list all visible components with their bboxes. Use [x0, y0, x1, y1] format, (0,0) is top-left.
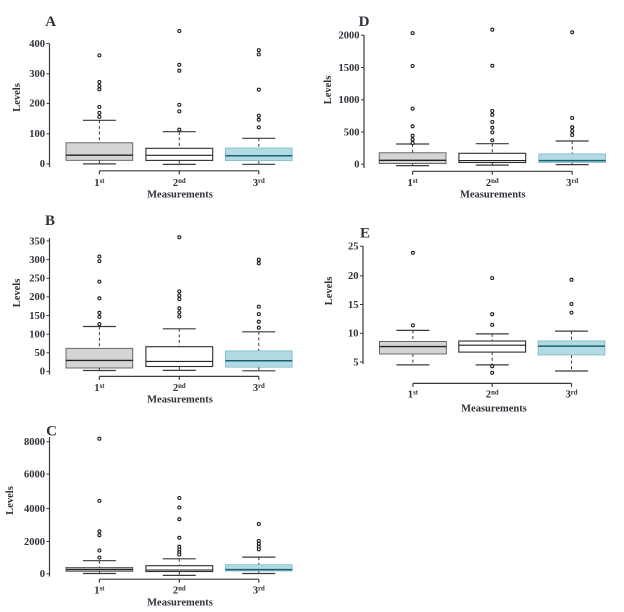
- svg-text:100: 100: [29, 129, 45, 140]
- svg-text:10: 10: [348, 329, 359, 340]
- svg-text:2nd: 2nd: [173, 383, 186, 394]
- svg-text:Levels: Levels: [5, 486, 16, 515]
- svg-text:2000: 2000: [24, 537, 45, 548]
- svg-text:Measurements: Measurements: [147, 189, 213, 200]
- svg-text:3rd: 3rd: [253, 178, 265, 189]
- svg-text:20: 20: [348, 271, 359, 282]
- svg-text:Measurements: Measurements: [460, 190, 526, 201]
- svg-text:Levels: Levels: [12, 83, 23, 112]
- svg-text:3rd: 3rd: [566, 178, 578, 189]
- svg-text:2nd: 2nd: [173, 178, 186, 189]
- svg-text:1st: 1st: [94, 178, 105, 189]
- svg-text:Levels: Levels: [12, 279, 23, 308]
- svg-text:350: 350: [29, 236, 45, 247]
- svg-text:6000: 6000: [24, 469, 45, 480]
- svg-text:250: 250: [29, 274, 45, 285]
- svg-text:C: C: [46, 424, 57, 440]
- svg-text:1st: 1st: [94, 383, 105, 394]
- svg-text:500: 500: [344, 127, 360, 138]
- svg-text:15: 15: [348, 300, 359, 311]
- svg-text:0: 0: [354, 160, 359, 171]
- svg-text:1st: 1st: [407, 178, 418, 189]
- svg-text:3rd: 3rd: [253, 383, 265, 394]
- svg-text:200: 200: [29, 99, 45, 110]
- svg-text:Measurements: Measurements: [461, 404, 527, 415]
- svg-text:4000: 4000: [24, 504, 45, 515]
- svg-text:300: 300: [29, 69, 45, 80]
- svg-text:2nd: 2nd: [173, 585, 186, 596]
- svg-text:300: 300: [29, 255, 45, 266]
- svg-text:0: 0: [40, 159, 45, 170]
- svg-text:400: 400: [29, 39, 45, 50]
- svg-text:25: 25: [348, 242, 359, 253]
- svg-text:E: E: [360, 226, 370, 242]
- svg-text:200: 200: [29, 292, 45, 303]
- svg-text:Levels: Levels: [324, 277, 335, 306]
- svg-text:B: B: [45, 213, 55, 229]
- svg-text:8000: 8000: [24, 437, 45, 448]
- svg-text:3rd: 3rd: [253, 585, 265, 596]
- svg-text:2000: 2000: [339, 31, 360, 42]
- svg-text:3rd: 3rd: [565, 389, 577, 400]
- svg-text:5: 5: [353, 357, 358, 368]
- svg-text:Levels: Levels: [323, 76, 334, 105]
- svg-text:100: 100: [29, 330, 45, 341]
- svg-text:1000: 1000: [339, 95, 360, 106]
- svg-text:A: A: [45, 14, 56, 30]
- svg-text:1st: 1st: [94, 585, 105, 596]
- svg-text:0: 0: [40, 367, 45, 378]
- svg-text:1500: 1500: [339, 63, 360, 74]
- svg-text:150: 150: [29, 311, 45, 322]
- svg-text:1st: 1st: [408, 389, 419, 400]
- svg-text:D: D: [359, 14, 370, 30]
- svg-text:2nd: 2nd: [486, 389, 499, 400]
- svg-text:Measurements: Measurements: [147, 598, 213, 609]
- svg-text:Measurements: Measurements: [147, 395, 213, 406]
- svg-text:50: 50: [35, 348, 46, 359]
- svg-text:2nd: 2nd: [486, 178, 499, 189]
- svg-text:0: 0: [40, 569, 45, 580]
